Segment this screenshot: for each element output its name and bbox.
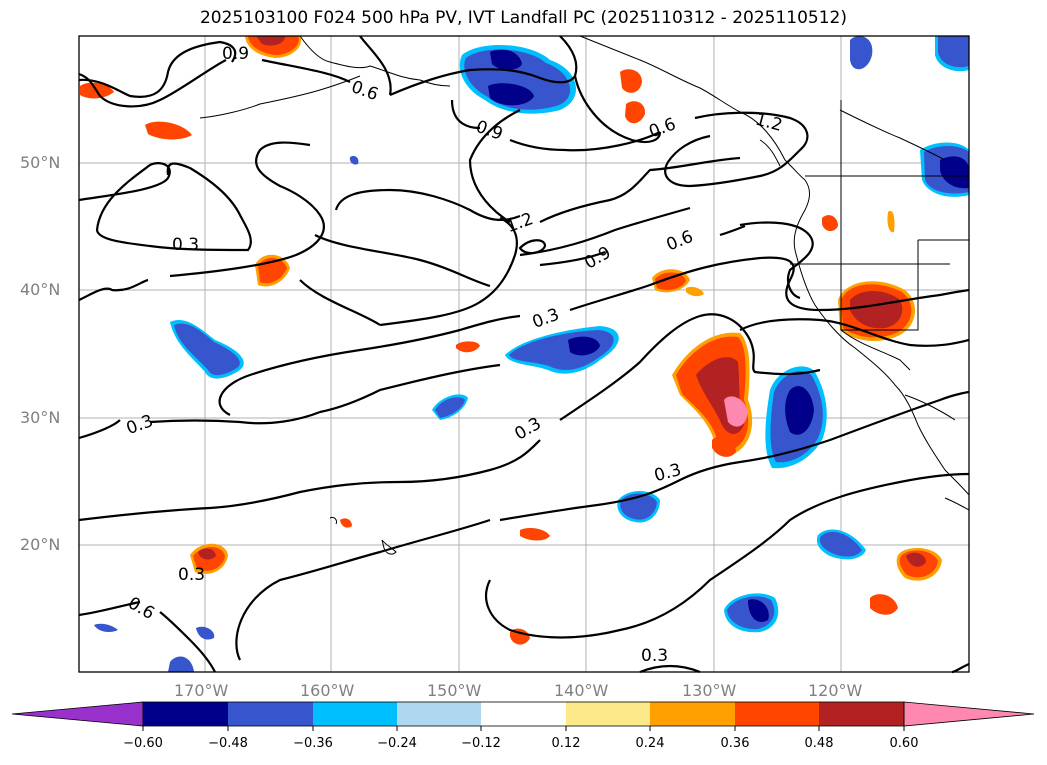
colorbar-max-arrow <box>903 701 1035 727</box>
negative-anomaly-blobs <box>94 36 969 672</box>
lat-label: 30°N <box>20 408 61 427</box>
colorbar-segment <box>481 702 566 726</box>
colorbar-tick-label: −0.60 <box>123 736 163 751</box>
lon-label: 140°W <box>554 681 609 700</box>
colorbar-tick-label: −0.48 <box>208 736 248 751</box>
lat-label: 20°N <box>20 535 61 554</box>
lat-label: 50°N <box>20 153 61 172</box>
contour-label: 0.9 <box>222 44 249 64</box>
colorbar-segment <box>566 702 650 726</box>
contour-label: 0.3 <box>172 235 199 255</box>
positive-anomaly-blobs <box>80 36 942 645</box>
colorbar-segment <box>228 702 313 726</box>
contour-label: 0.3 <box>641 646 668 666</box>
map-title: 2025103100 F024 500 hPa PV, IVT Landfall… <box>199 8 847 28</box>
pv-contours <box>78 35 970 674</box>
colorbar-segment <box>143 702 228 726</box>
colorbar-tick-label: 0.24 <box>635 736 665 751</box>
colorbar-min-arrow <box>11 701 144 727</box>
colorbar-segment <box>819 702 904 726</box>
contour-label: 0.3 <box>178 565 205 585</box>
colorbar-tick-label: −0.12 <box>461 736 501 751</box>
map-frame <box>78 35 970 673</box>
lon-label: 120°W <box>808 681 863 700</box>
colorbar-tick-label: 0.36 <box>720 736 750 751</box>
colorbar-segment <box>397 702 481 726</box>
colorbar-tick-label: −0.36 <box>293 736 333 751</box>
lon-label: 160°W <box>300 681 355 700</box>
lon-label: 130°W <box>682 681 737 700</box>
colorbar-tick-label: 0.60 <box>889 736 919 751</box>
colorbar-segment <box>313 702 397 726</box>
colorbar-segment <box>735 702 819 726</box>
colorbar-segment <box>650 702 735 726</box>
colorbar-tick-label: 0.12 <box>551 736 581 751</box>
colorbar-tick-label: 0.48 <box>804 736 834 751</box>
coastlines <box>199 35 970 555</box>
lon-label: 150°W <box>427 681 482 700</box>
lon-label: 170°W <box>174 681 229 700</box>
colorbar <box>11 701 1035 731</box>
colorbar-tick-label: −0.24 <box>377 736 417 751</box>
lat-label: 40°N <box>20 280 61 299</box>
